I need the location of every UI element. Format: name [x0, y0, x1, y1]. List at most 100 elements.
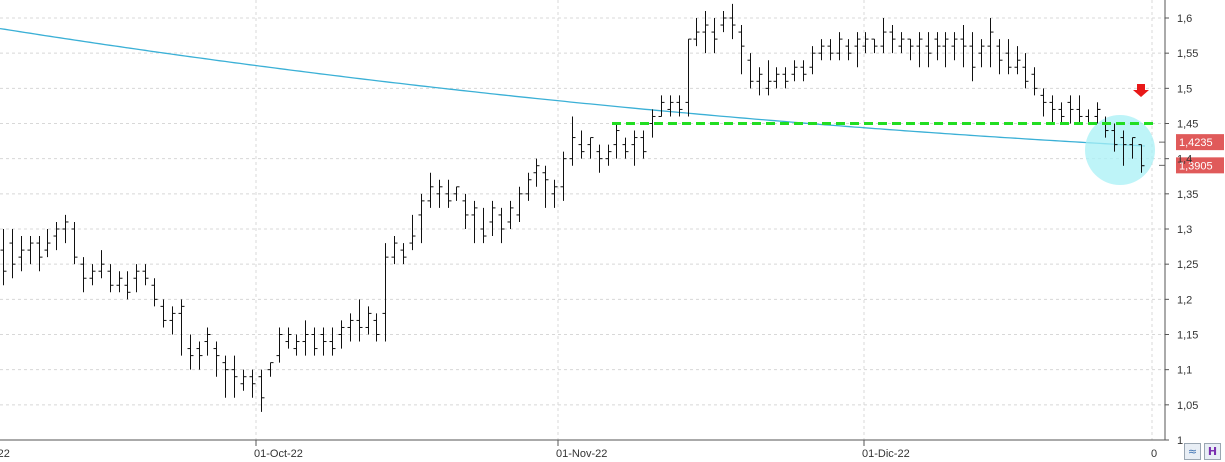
- ohlc-bar: [942, 32, 949, 68]
- ohlc-bar: [285, 327, 292, 349]
- ohlc-bar: [658, 95, 665, 117]
- ohlc-bar: [338, 320, 345, 349]
- ohlc-bar: [960, 25, 967, 68]
- x-tick-label: 01-Dic-22: [862, 448, 910, 460]
- ohlc-bar: [489, 200, 496, 237]
- ohlc-bar: [365, 306, 372, 335]
- ohlc-bar: [418, 193, 425, 244]
- ohlc-bar: [302, 320, 309, 356]
- ohlc-bar: [605, 144, 612, 166]
- axis-layer: 1,6 1,55 1,5 1,45 1,4 1,35 1,3 1,25 1,2 1,15 1,1 1,…: [0, 0, 1198, 460]
- ohlc-bar: [854, 32, 861, 68]
- ohlc-bar: [1040, 88, 1047, 117]
- ohlc-bar: [445, 179, 452, 208]
- ohlc-bar: [978, 39, 985, 68]
- ohlc-bar: [738, 25, 745, 75]
- ohlc-bar: [818, 39, 825, 61]
- ohlc-bar: [693, 18, 700, 47]
- ohlc-bar: [213, 341, 220, 377]
- ohlc-bar: [1129, 137, 1136, 159]
- save-tool-button[interactable]: H: [1204, 443, 1221, 460]
- ohlc-bar: [800, 60, 807, 82]
- ohlc-bar: [1094, 102, 1101, 124]
- y-tick-label: 1,05: [1177, 400, 1198, 412]
- ohlc-bar: [169, 306, 176, 335]
- ohlc-bar: [711, 18, 718, 54]
- ohlc-bar: [80, 257, 87, 293]
- ohlc-bar: [836, 32, 843, 61]
- ohlc-bar: [9, 229, 16, 279]
- highlight-circle: [1085, 115, 1155, 185]
- ohlc-bar: [71, 221, 78, 265]
- ohlc-bar: [53, 221, 60, 251]
- ohlc-bar: [116, 271, 123, 293]
- ohlc-bar: [27, 236, 34, 265]
- ohlc-bar: [507, 200, 514, 229]
- ohlc-bar: [133, 264, 140, 293]
- ohlc-bar: [533, 158, 540, 187]
- y-tick-label: 1,35: [1177, 189, 1198, 201]
- ohlc-bar: [969, 32, 976, 82]
- ohlc-bar: [1022, 53, 1029, 89]
- ohlc-bar: [845, 39, 852, 61]
- x-tick-label: 01-Nov-22: [556, 448, 607, 460]
- ohlc-bar: [480, 207, 487, 244]
- y-tick-label: 1,15: [1177, 330, 1198, 342]
- ohlc-bar: [613, 123, 620, 159]
- y-tick-label: 1,6: [1177, 13, 1192, 25]
- ohlc-bar: [756, 67, 763, 96]
- wave-tool-button[interactable]: ≈: [1184, 443, 1201, 460]
- ohlc-bar: [1005, 39, 1012, 75]
- ohlc-bar: [89, 264, 96, 286]
- ohlc-bar: [934, 32, 941, 61]
- ohlc-bar: [178, 299, 185, 356]
- ohlc-bar: [356, 299, 363, 342]
- ohlc-bar: [222, 355, 229, 398]
- ohlc-bar: [578, 130, 585, 159]
- y-tick-label: 1,1: [1177, 365, 1192, 377]
- ohlc-bar: [773, 67, 780, 89]
- ohlc-bar: [311, 327, 318, 356]
- ohlc-bar: [142, 264, 149, 286]
- ohlc-bar: [1067, 95, 1074, 124]
- ohlc-bar: [436, 179, 443, 208]
- ohlc-bar: [649, 109, 656, 138]
- ohlc-bar: [747, 53, 754, 89]
- ohlc-bar: [462, 193, 469, 229]
- price-badge-label: 1,4235: [1179, 137, 1213, 149]
- ohlc-bar: [471, 200, 478, 244]
- ohlc-bar: [925, 32, 932, 68]
- ohlc-bar: [640, 130, 647, 159]
- y-tick-label: 1,2: [1177, 294, 1192, 306]
- ohlc-bar: [987, 18, 994, 68]
- y-tick-label: 1,25: [1177, 259, 1198, 271]
- ohlc-bar: [791, 60, 798, 82]
- ohlc-bar: [36, 236, 43, 272]
- y-tick-label: 1,3: [1177, 224, 1192, 236]
- moving-average-line: [0, 27, 1146, 147]
- price-badge-label: 1,3905: [1179, 160, 1213, 172]
- ohlc-bar: [124, 271, 131, 300]
- ohlc-bar: [329, 327, 336, 356]
- ohlc-bar: [409, 214, 416, 251]
- ohlc-bar: [1031, 67, 1038, 96]
- ohlc-bar: [453, 186, 460, 201]
- ohlc-bar: [871, 38, 878, 54]
- ohlc-bar: [391, 236, 398, 265]
- ohlc-bar: [596, 144, 603, 173]
- ohlc-bar: [98, 250, 105, 279]
- x-tick-label: 0: [1151, 448, 1157, 460]
- overlay-layer: 1,4235 1,3905: [612, 84, 1224, 185]
- ohlc-bar: [373, 313, 380, 342]
- ohlc-bar: [1076, 95, 1083, 124]
- ohlc-bar: [827, 39, 834, 61]
- ohlc-bar: [916, 32, 923, 68]
- ohlc-bar: [0, 229, 7, 286]
- ohlc-bar: [516, 186, 523, 222]
- ohlc-bar: [729, 3, 736, 40]
- y-tick-label: 1: [1177, 435, 1183, 447]
- ohlc-bar: [276, 327, 283, 363]
- ohlc-bar: [347, 313, 354, 342]
- ohlc-bar: [782, 67, 789, 89]
- ohlc-bar: [1085, 109, 1092, 124]
